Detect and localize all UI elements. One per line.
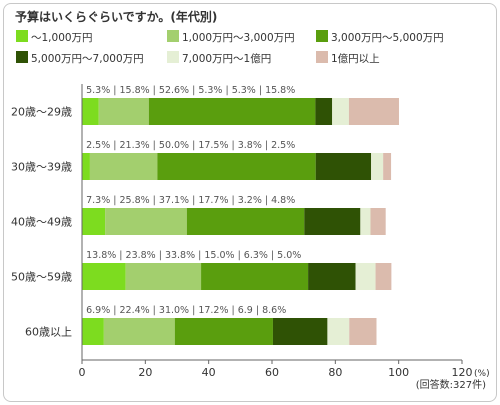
- legend: ～1,000万円 1,000万円～3,000万円 3,000万円～5,000万円 5,…: [16, 30, 444, 65]
- bar-segment-3-2: [105, 208, 187, 235]
- x-tick-label-7: 120: [452, 366, 473, 379]
- category-label-1: 20歳～29歳: [11, 106, 72, 119]
- bar-segment-5-3: [174, 318, 273, 345]
- bar-segment-5-4: [272, 318, 328, 345]
- legend-swatch-1: [16, 30, 28, 42]
- bar-segment-4-4: [308, 263, 356, 290]
- bar-segment-3-6: [370, 208, 386, 235]
- value-labels-5: 6.9% | 22.4% | 31.0% | 17.2% | 6.9 | 8.6…: [86, 305, 286, 316]
- legend-label-5: 7,000万円～1億円: [182, 52, 271, 65]
- bar-segment-5-6: [349, 318, 377, 345]
- legend-label-3: 3,000万円～5,000万円: [331, 32, 444, 44]
- bar-segment-2-2: [89, 153, 158, 180]
- bar-segment-3-5: [360, 208, 371, 235]
- x-axis: 0 20 40 60 80 100 120 (%)(回答数:327件): [79, 84, 490, 391]
- x-tick-label-5: 80: [328, 366, 342, 379]
- bar-segment-2-3: [157, 153, 316, 180]
- x-tick-label-6: 100: [388, 366, 409, 379]
- chart-title: 予算はいくらぐらいですか。(年代別): [15, 9, 217, 24]
- x-axis-unit: (%): [474, 369, 490, 379]
- x-tick-label-2: 20: [138, 366, 152, 379]
- x-tick-label-1: 0: [79, 366, 86, 379]
- bar-segment-3-1: [82, 208, 106, 235]
- bar-segment-5-1: [82, 318, 104, 345]
- value-labels-3: 7.3% | 25.8% | 37.1% | 17.7% | 3.2% | 4.…: [86, 195, 295, 206]
- bar-segment-4-1: [82, 263, 126, 290]
- legend-label-2: 1,000万円～3,000万円: [182, 32, 295, 44]
- value-labels-4: 13.8% | 23.8% | 33.8% | 15.0% | 6.3% | 5…: [86, 250, 301, 261]
- category-label-2: 30歳～39歳: [11, 161, 72, 174]
- legend-label-6: 1億円以上: [331, 52, 380, 65]
- value-labels-1: 5.3% | 15.8% | 52.6% | 5.3% | 5.3% | 15.…: [86, 85, 295, 96]
- bar-segment-3-3: [186, 208, 305, 235]
- bar-segment-5-5: [327, 318, 350, 345]
- bar-segment-1-1: [82, 98, 99, 125]
- respondent-count-note: (回答数:327件): [416, 378, 486, 391]
- bar-segment-4-6: [375, 263, 392, 290]
- bar-segment-5-2: [103, 318, 175, 345]
- bar-segment-2-1: [82, 153, 90, 180]
- legend-swatch-4: [16, 51, 28, 63]
- value-labels-2: 2.5% | 21.3% | 50.0% | 17.5% | 3.8% | 2.…: [86, 140, 295, 151]
- bars: 20歳～29歳 5.3% | 15.8% | 52.6% | 5.3% | 5.3…: [11, 85, 399, 345]
- bar-segment-3-4: [304, 208, 361, 235]
- category-label-3: 40歳～49歳: [11, 216, 72, 229]
- bar-segment-1-2: [98, 98, 149, 125]
- stacked-bar-chart: 予算はいくらぐらいですか。(年代別) ～1,000万円 1,000万円～3,000…: [11, 9, 490, 391]
- bar-segment-4-2: [125, 263, 202, 290]
- bar-segment-2-5: [371, 153, 384, 180]
- bar-segment-4-5: [355, 263, 376, 290]
- legend-label-4: 5,000万円～7,000万円: [31, 53, 144, 65]
- bar-segment-4-3: [201, 263, 309, 290]
- category-label-4: 50歳～59歳: [11, 271, 72, 284]
- bar-segment-1-5: [332, 98, 349, 125]
- legend-swatch-5: [167, 51, 179, 63]
- bar-segment-2-4: [315, 153, 372, 180]
- legend-swatch-6: [316, 51, 328, 63]
- x-tick-label-4: 60: [265, 366, 279, 379]
- legend-swatch-2: [167, 30, 179, 42]
- bar-segment-1-4: [315, 98, 333, 125]
- chart-frame: 予算はいくらぐらいですか。(年代別) ～1,000万円 1,000万円～3,000…: [3, 3, 497, 402]
- x-tick-label-3: 40: [202, 366, 216, 379]
- legend-swatch-3: [316, 30, 328, 42]
- legend-label-1: ～1,000万円: [31, 32, 93, 44]
- bar-segment-1-6: [348, 98, 399, 125]
- bar-segment-2-6: [383, 153, 392, 180]
- bar-segment-1-3: [148, 98, 316, 125]
- category-label-5: 60歳以上: [25, 326, 72, 339]
